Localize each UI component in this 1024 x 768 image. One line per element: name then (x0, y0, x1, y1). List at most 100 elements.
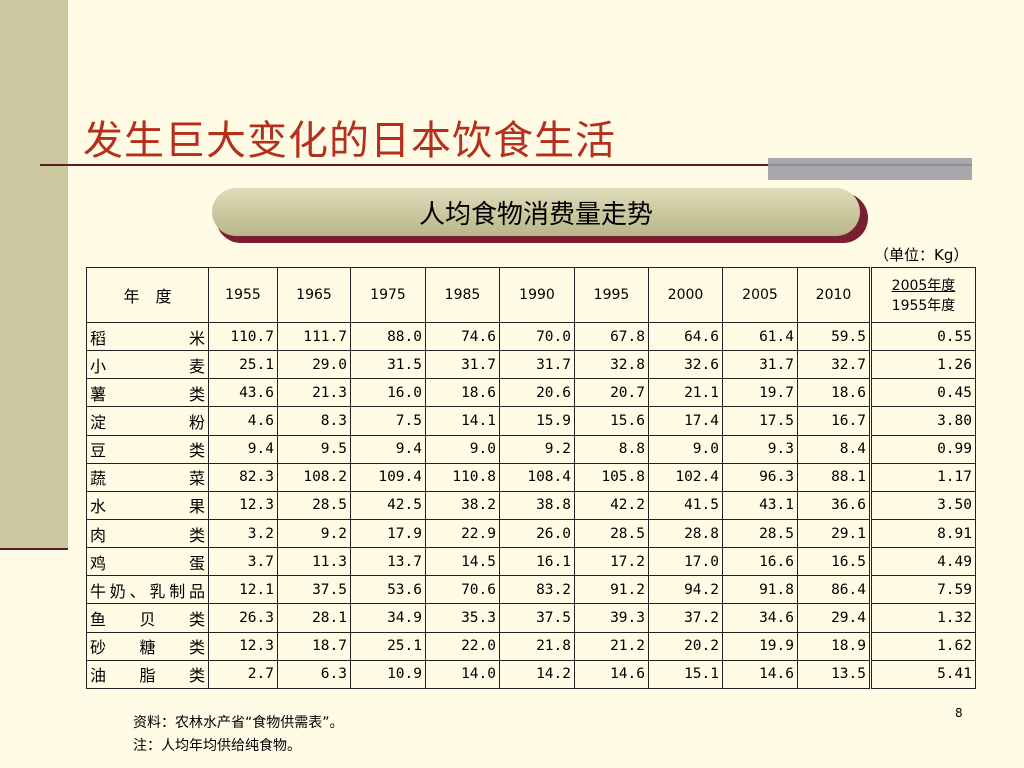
value-cell: 16.5 (797, 547, 871, 577)
table-row: 蔬菜 82.3 108.2 109.4 110.8 108.4 105.8 102.4 96.3… (86, 462, 976, 492)
value-cell: 83.2 (499, 575, 575, 605)
page-number: 8 (955, 706, 963, 720)
value-cell: 88.1 (797, 462, 871, 492)
value-cell: 21.8 (499, 631, 575, 661)
value-cell: 22.9 (425, 518, 500, 549)
value-cell: 32.8 (574, 350, 649, 380)
value-cell: 16.7 (797, 406, 871, 436)
value-cell: 17.9 (350, 518, 426, 549)
ratio-cell: 5.41 (869, 659, 976, 690)
value-cell: 110.8 (425, 462, 500, 492)
value-cell: 20.2 (648, 631, 723, 661)
value-cell: 91.8 (722, 575, 798, 605)
row-category: 小麦 (86, 350, 209, 380)
value-cell: 9.4 (350, 434, 426, 464)
table-body: 稻米 110.7 111.7 88.0 74.6 70.0 67.8 64.6 61.4 59.5… (86, 321, 976, 690)
value-cell: 20.7 (574, 378, 649, 408)
value-cell: 20.6 (499, 378, 575, 408)
ratio-cell: 8.91 (869, 518, 976, 549)
value-cell: 9.0 (425, 434, 500, 464)
value-cell: 36.6 (797, 490, 871, 520)
table-row: 淀粉 4.6 8.3 7.5 14.1 15.9 15.6 17.4 17.5 16.7 3.80 (86, 406, 976, 436)
title-divider (40, 164, 972, 166)
value-cell: 38.8 (499, 490, 575, 520)
value-cell: 28.5 (722, 518, 798, 549)
value-cell: 37.5 (499, 603, 575, 633)
value-cell: 17.5 (722, 406, 798, 436)
left-decor-line (0, 548, 68, 550)
value-cell: 19.9 (722, 631, 798, 661)
value-cell: 22.0 (425, 631, 500, 661)
value-cell: 88.0 (350, 321, 426, 352)
value-cell: 3.2 (208, 518, 278, 549)
row-category: 薯类 (86, 378, 209, 408)
value-cell: 12.3 (208, 490, 278, 520)
value-cell: 17.0 (648, 547, 723, 577)
subtitle-banner: 人均食物消费量走势 (212, 188, 860, 236)
decor-gray-bar (768, 158, 972, 180)
value-cell: 6.3 (277, 659, 351, 690)
value-cell: 13.5 (797, 659, 871, 690)
value-cell: 82.3 (208, 462, 278, 492)
value-cell: 18.7 (277, 631, 351, 661)
table-row: 稻米 110.7 111.7 88.0 74.6 70.0 67.8 64.6 61.4 59.5… (86, 321, 976, 352)
value-cell: 34.6 (722, 603, 798, 633)
value-cell: 16.1 (499, 547, 575, 577)
value-cell: 102.4 (648, 462, 723, 492)
value-cell: 8.8 (574, 434, 649, 464)
table-row: 薯类 43.6 21.3 16.0 18.6 20.6 20.7 21.1 19.7 18.6 0.… (86, 378, 976, 408)
ratio-cell: 3.50 (869, 490, 976, 520)
value-cell: 9.0 (648, 434, 723, 464)
ratio-cell: 7.59 (869, 575, 976, 605)
value-cell: 32.7 (797, 350, 871, 380)
value-cell: 110.7 (208, 321, 278, 352)
value-cell: 59.5 (797, 321, 871, 352)
row-category: 砂糖类 (86, 631, 209, 661)
value-cell: 70.0 (499, 321, 575, 352)
value-cell: 29.4 (797, 603, 871, 633)
value-cell: 17.4 (648, 406, 723, 436)
ratio-header-denominator: 1955年度 (891, 298, 956, 314)
year-header-cell: 1965 (277, 267, 351, 323)
value-cell: 108.2 (277, 462, 351, 492)
value-cell: 41.5 (648, 490, 723, 520)
value-cell: 4.6 (208, 406, 278, 436)
value-cell: 31.7 (425, 350, 500, 380)
value-cell: 29.1 (797, 518, 871, 549)
value-cell: 21.1 (648, 378, 723, 408)
value-cell: 25.1 (208, 350, 278, 380)
unit-note: （单位：Kg） (874, 246, 969, 264)
value-cell: 43.1 (722, 490, 798, 520)
value-cell: 38.2 (425, 490, 500, 520)
value-cell: 26.3 (208, 603, 278, 633)
value-cell: 31.7 (499, 350, 575, 380)
year-header-cell: 2000 (648, 267, 723, 323)
value-cell: 109.4 (350, 462, 426, 492)
value-cell: 105.8 (574, 462, 649, 492)
table-header-row: 年 度 1955 1965 1975 1985 1990 1995 2000 2005 2010… (86, 267, 976, 323)
value-cell: 31.7 (722, 350, 798, 380)
value-cell: 28.5 (277, 490, 351, 520)
row-category: 稻米 (86, 321, 209, 352)
value-cell: 26.0 (499, 518, 575, 549)
value-cell: 91.2 (574, 575, 649, 605)
table-row: 牛奶、乳制品 12.1 37.5 53.6 70.6 83.2 91.2 94.2 91.8 86… (86, 575, 976, 605)
value-cell: 16.0 (350, 378, 426, 408)
value-cell: 2.7 (208, 659, 278, 690)
value-cell: 19.7 (722, 378, 798, 408)
value-cell: 10.9 (350, 659, 426, 690)
table-row: 鱼贝类 26.3 28.1 34.9 35.3 37.5 39.3 37.2 34.6 29.4 1… (86, 603, 976, 633)
value-cell: 28.1 (277, 603, 351, 633)
slide-title: 发生巨大变化的日本饮食生活 (83, 118, 616, 164)
ratio-cell: 4.49 (869, 547, 976, 577)
value-cell: 14.0 (425, 659, 500, 690)
value-cell: 94.2 (648, 575, 723, 605)
value-cell: 8.3 (277, 406, 351, 436)
value-cell: 108.4 (499, 462, 575, 492)
value-cell: 16.6 (722, 547, 798, 577)
row-category: 牛奶、乳制品 (86, 575, 209, 605)
value-cell: 18.9 (797, 631, 871, 661)
ratio-header-numerator: 2005年度 (891, 278, 956, 294)
row-category: 油脂类 (86, 659, 209, 690)
row-category: 淀粉 (86, 406, 209, 436)
